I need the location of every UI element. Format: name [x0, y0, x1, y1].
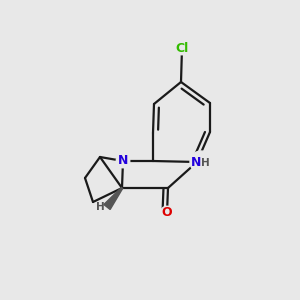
- Circle shape: [190, 151, 212, 173]
- Text: H: H: [96, 202, 104, 212]
- Circle shape: [160, 206, 174, 220]
- Text: N: N: [118, 154, 128, 167]
- Text: O: O: [162, 206, 172, 220]
- Text: N: N: [191, 155, 201, 169]
- Polygon shape: [104, 188, 123, 209]
- Circle shape: [175, 41, 189, 55]
- Text: H: H: [201, 158, 209, 168]
- Text: Cl: Cl: [176, 41, 189, 55]
- Circle shape: [116, 154, 130, 168]
